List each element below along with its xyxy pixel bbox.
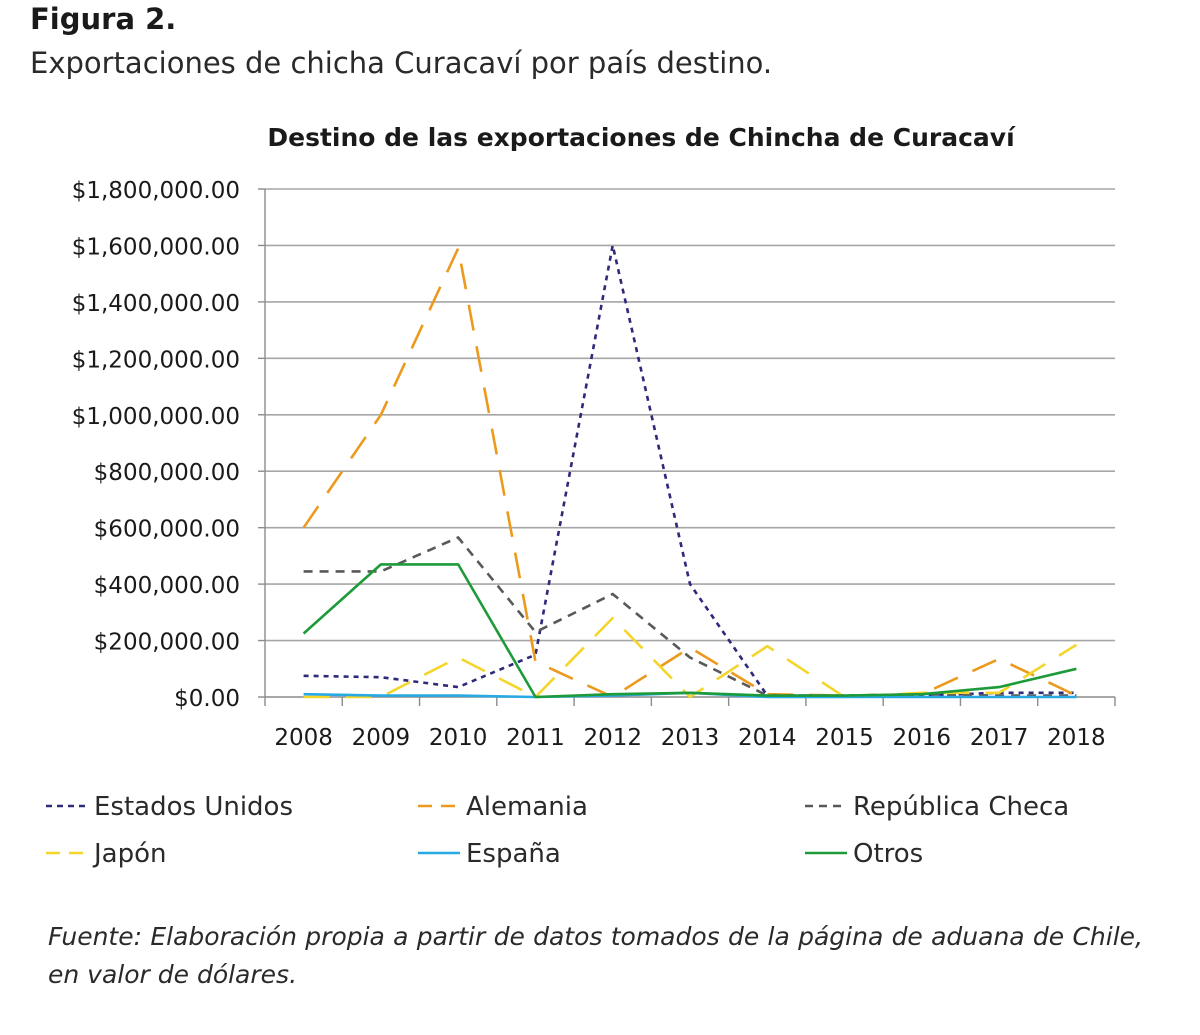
y-tick-label: $0.00: [174, 686, 240, 712]
series-line-alemania: [302, 247, 1077, 699]
legend-label: Estados Unidos: [94, 792, 293, 822]
chart-title: Destino de las exportaciones de Chincha …: [267, 123, 1016, 152]
x-axis: 2008 2009 2010 2011 2012 2013 2014 2015 2016 2017…: [264, 189, 1116, 751]
y-tick-label: $600,000.00: [94, 517, 240, 543]
x-tick-label: 2017: [970, 725, 1029, 751]
x-tick-label: 2013: [661, 725, 720, 751]
legend-item: Alemania: [418, 792, 588, 822]
y-tick-label: $1,400,000.00: [72, 291, 240, 317]
x-tick-label: 2018: [1047, 725, 1106, 751]
legend-item: España: [418, 839, 561, 869]
y-tick-label: $400,000.00: [94, 573, 240, 599]
legend-label: Alemania: [466, 792, 588, 822]
x-tick-label: 2012: [583, 725, 642, 751]
legend-label: Otros: [853, 839, 923, 869]
figure-label: Figura 2.: [30, 2, 177, 36]
legend: Estados Unidos Alemania República Checa Jap…: [46, 792, 1069, 869]
x-tick-label: 2011: [506, 725, 565, 751]
series-line-otros: [302, 563, 1077, 699]
x-tick-label: 2015: [815, 725, 874, 751]
x-tick-label: 2009: [352, 725, 411, 751]
source-note: Fuente: Elaboración propia a partir de d…: [48, 922, 1143, 989]
y-tick-label: $200,000.00: [94, 630, 240, 656]
legend-item: Japón: [46, 839, 167, 869]
y-tick-label: $1,200,000.00: [72, 347, 240, 373]
legend-label: República Checa: [853, 792, 1069, 822]
y-tick-label: $1,800,000.00: [72, 178, 240, 204]
y-tick-label: $800,000.00: [94, 460, 240, 486]
legend-item: República Checa: [805, 792, 1069, 822]
x-tick-label: 2014: [738, 725, 797, 751]
legend-label: España: [466, 839, 561, 869]
x-tick-label: 2016: [893, 725, 952, 751]
y-tick-label: $1,000,000.00: [72, 404, 240, 430]
legend-label: Japón: [92, 839, 167, 869]
figure-caption: Exportaciones de chicha Curacaví por paí…: [30, 46, 773, 80]
series-line-república-checa: [303, 536, 1077, 697]
gridlines: [265, 188, 1115, 642]
series-lines: [302, 244, 1078, 699]
x-tick-label: 2008: [274, 725, 333, 751]
y-axis-ticks: $0.00 $200,000.00 $400,000.00 $600,000.00 $8…: [72, 178, 265, 712]
legend-item: Otros: [805, 839, 923, 869]
series-line-estados-unidos: [303, 244, 1077, 697]
line-chart: Destino de las exportaciones de Chincha …: [46, 123, 1116, 869]
legend-item: Estados Unidos: [46, 792, 293, 822]
y-tick-label: $1,600,000.00: [72, 234, 240, 260]
x-tick-label: 2010: [429, 725, 488, 751]
